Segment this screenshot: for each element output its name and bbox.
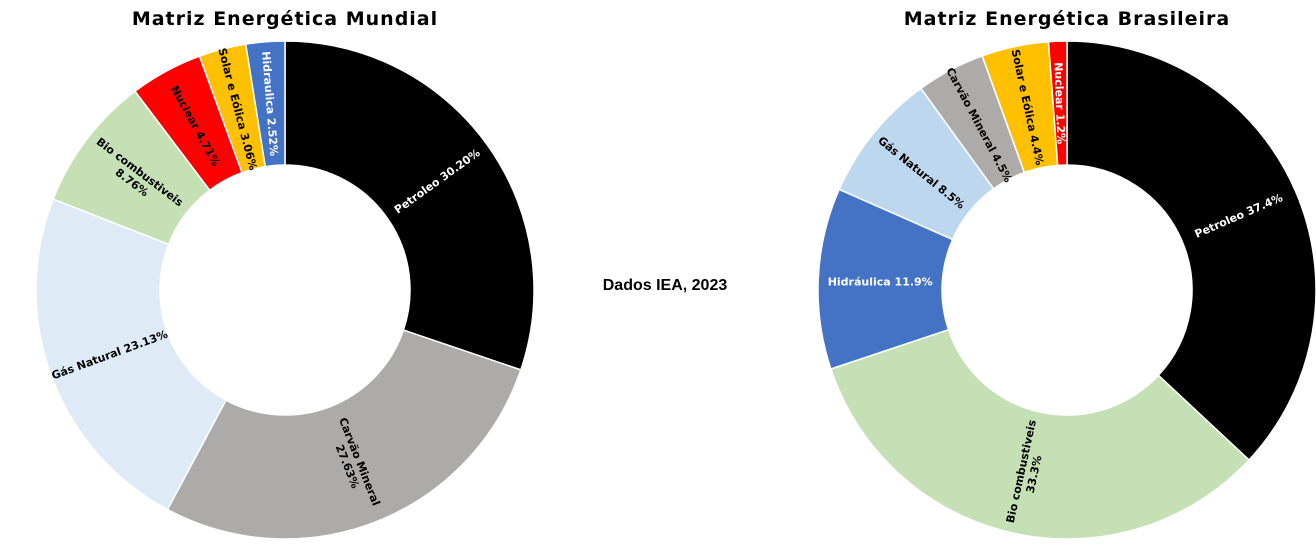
slice-mundial-gas (35, 198, 228, 511)
slice-label-brasileira-hidraulica: Hidráulica 11.9% (828, 275, 933, 288)
slice-mundial-hidraulica (244, 40, 286, 168)
slice-brasileira-bio (829, 328, 1251, 540)
slice-brasileira-petroleo (1066, 40, 1316, 462)
slice-label-brasileira-nuclear: Nuclear 1.2% (1052, 62, 1068, 144)
chart-title-brasileira: Matriz Energética Brasileira (903, 8, 1231, 30)
slice-mundial-petroleo (284, 40, 535, 371)
slice-mundial-carvao (166, 329, 522, 540)
slice-brasileira-nuclear (1047, 40, 1068, 167)
source-note: Dados IEA, 2023 (602, 277, 728, 294)
chart-title-mundial: Matriz Energética Mundial (131, 8, 439, 30)
